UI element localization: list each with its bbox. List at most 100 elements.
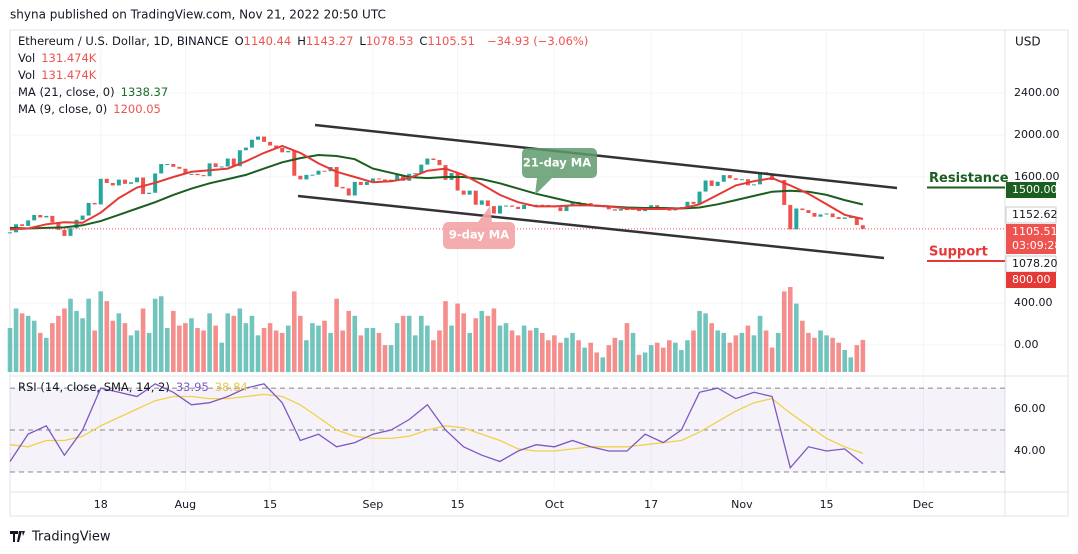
volume-bar xyxy=(261,328,267,372)
candle-body xyxy=(510,205,515,207)
volume-bar xyxy=(685,340,690,372)
candle-body xyxy=(540,204,545,206)
volume-bar xyxy=(558,342,563,372)
volume-bar xyxy=(515,335,521,372)
candle-body xyxy=(237,150,242,167)
volume-bar xyxy=(431,340,436,372)
volume-bar xyxy=(352,315,358,372)
volume-bar xyxy=(213,325,218,372)
candle-body xyxy=(624,209,629,211)
candle-body xyxy=(98,178,103,205)
volume-bar xyxy=(757,315,763,372)
change: −34.93 (−3.06%) xyxy=(486,34,589,48)
legend-row: Vol 131.474K xyxy=(18,51,102,65)
candle-body xyxy=(522,204,527,210)
candle-body xyxy=(219,166,224,168)
candle-body xyxy=(104,178,109,183)
volume-bar xyxy=(328,332,333,372)
candle-body xyxy=(358,181,363,185)
volume-bar xyxy=(437,330,442,372)
candle-body xyxy=(249,139,254,148)
candle-body xyxy=(195,173,200,176)
candle-body xyxy=(74,219,79,229)
legend-value: 38.84 xyxy=(214,380,248,394)
ohlc-label: L xyxy=(359,34,366,48)
candle-body xyxy=(854,217,859,226)
candle-body xyxy=(419,164,424,174)
candle-body xyxy=(570,201,575,207)
volume-bar xyxy=(177,325,182,372)
volume-bar xyxy=(388,345,394,372)
brand-logo xyxy=(10,531,25,542)
price-label: 1078.20 xyxy=(1012,257,1058,270)
candle-body xyxy=(376,178,381,180)
candle-body xyxy=(606,206,611,210)
volume-bar xyxy=(836,342,841,372)
candle-body xyxy=(612,209,617,211)
candle-body xyxy=(655,205,660,208)
volume-bar xyxy=(152,298,158,372)
candle-body xyxy=(26,220,31,226)
candle-body xyxy=(516,206,521,210)
volume-bar xyxy=(285,325,291,372)
candle-body xyxy=(147,192,152,195)
candle-body xyxy=(830,213,835,218)
candle-body xyxy=(667,209,672,211)
candle-body xyxy=(558,207,563,212)
volume-bar xyxy=(479,310,485,372)
legend-name: MA (21, close, 0) xyxy=(18,85,115,99)
volume-bar xyxy=(140,308,146,372)
candle-body xyxy=(231,158,236,167)
candle-body xyxy=(346,188,351,196)
volume-bar xyxy=(539,332,545,372)
x-tick-label: Oct xyxy=(545,498,565,511)
candle-body xyxy=(171,163,176,167)
candle-body xyxy=(491,206,496,214)
volume-bar xyxy=(376,332,382,372)
candle-body xyxy=(340,186,345,189)
candle-body xyxy=(691,201,696,204)
level-value: 800.00 xyxy=(1012,273,1051,286)
candle-body xyxy=(721,175,726,182)
candle-body xyxy=(685,201,690,208)
y-tick-label: 1600.00 xyxy=(1014,170,1060,183)
candle-body xyxy=(413,173,418,175)
volume-bar xyxy=(642,352,648,372)
candle-body xyxy=(334,167,339,187)
ohlc-value: 1105.51 xyxy=(427,34,475,48)
volume-bar xyxy=(606,345,612,372)
volume-bar xyxy=(68,298,73,372)
volume-bar xyxy=(56,315,61,372)
symbol: Ethereum / U.S. Dollar, 1D, BINANCE xyxy=(18,34,229,48)
candle-body xyxy=(286,150,291,153)
ohlc: O1140.44 H1143.27 L1078.53 C1105.51 xyxy=(235,34,481,48)
candle-body xyxy=(177,166,182,169)
candle-body xyxy=(497,205,502,214)
volume-bar xyxy=(533,328,539,372)
volume-bar xyxy=(552,335,557,372)
candle-body xyxy=(274,145,279,148)
volume-bar xyxy=(721,332,727,372)
x-tick-label: Nov xyxy=(731,498,753,511)
candle-body xyxy=(92,202,97,205)
level-value-box xyxy=(1006,182,1056,198)
candle-body xyxy=(292,150,297,176)
volume-bar xyxy=(116,313,122,372)
chart-frame xyxy=(9,29,1069,517)
volume-bar xyxy=(310,323,315,372)
x-tick-label: Sep xyxy=(363,498,384,511)
volume-bar xyxy=(509,330,515,372)
volume-bar xyxy=(62,308,67,372)
ma-line xyxy=(9,153,864,230)
x-tick-label: Aug xyxy=(175,498,196,511)
volume-bar xyxy=(848,357,854,372)
volume-bar xyxy=(618,340,624,372)
volume-bar xyxy=(128,335,134,372)
volume-bar xyxy=(298,315,303,372)
legend-value: 131.474K xyxy=(41,68,97,82)
volume-bar xyxy=(582,347,587,372)
volume-bar xyxy=(122,323,128,372)
countdown: 03:09:28 xyxy=(1012,239,1061,252)
candle-body xyxy=(788,204,793,230)
